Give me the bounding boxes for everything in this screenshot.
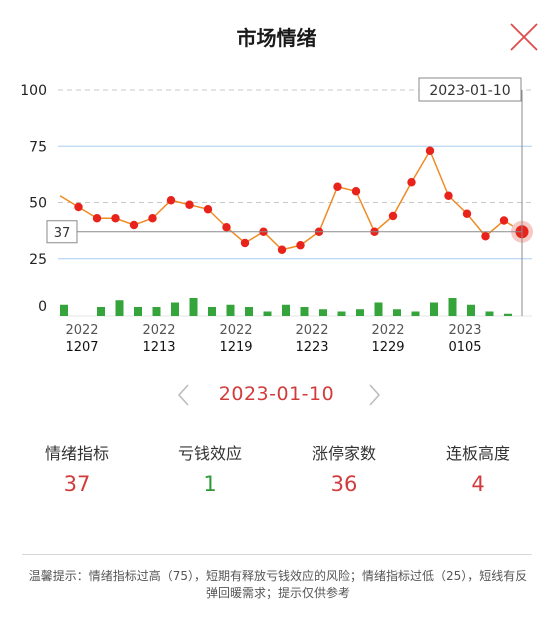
- data-point: [277, 245, 287, 254]
- stats-row: 情绪指标 37 亏钱效应 1 涨停家数 36 连板高度 4: [0, 440, 553, 500]
- volume-bar: [97, 307, 105, 316]
- volume-bar: [263, 311, 272, 316]
- stat-value: 1: [203, 472, 217, 496]
- chevron-right-icon: [369, 384, 381, 406]
- volume-bar: [226, 304, 235, 316]
- x-tick-date: 0105: [448, 340, 481, 355]
- prev-date-button[interactable]: [172, 382, 198, 408]
- tip-text: 温馨提示：情绪指标过高（75），短期有释放亏钱效应的风险；情绪指标过低（25），…: [28, 569, 528, 600]
- volume-bar: [411, 311, 420, 316]
- y-tick-label: 100: [20, 83, 47, 99]
- volume-bar: [245, 307, 253, 316]
- data-point: [499, 216, 509, 225]
- data-point: [148, 214, 157, 223]
- sentiment-line: [59, 149, 523, 251]
- y-tick-label: 75: [29, 139, 47, 155]
- stat-consecutive-height: 连板高度 4: [413, 440, 543, 496]
- x-tick-year: 2022: [65, 323, 98, 338]
- y-tick-label: 50: [29, 196, 47, 212]
- volume-bar: [430, 302, 438, 316]
- volume-bar: [115, 300, 124, 316]
- data-point: [462, 209, 472, 218]
- stat-sentiment-index: 情绪指标 37: [12, 440, 142, 496]
- volume-bar: [337, 311, 346, 316]
- x-tick-date: 1223: [295, 340, 328, 355]
- volume-bar: [60, 304, 68, 316]
- x-tick-year: 2022: [295, 323, 328, 338]
- x-tick-date: 1229: [371, 340, 404, 355]
- stat-value: 37: [63, 472, 91, 496]
- data-point: [444, 191, 453, 200]
- x-tick-date: 1219: [219, 340, 252, 355]
- stat-value: 4: [471, 472, 485, 496]
- stat-label: 情绪指标: [44, 444, 109, 463]
- x-tick-date: 1207: [65, 340, 98, 355]
- date-navigator: 2023-01-10: [0, 380, 553, 410]
- data-point: [333, 182, 342, 191]
- y-tick-label: 25: [29, 252, 47, 268]
- stat-label: 亏钱效应: [177, 444, 242, 463]
- volume-bar: [356, 309, 364, 316]
- data-point: [92, 214, 102, 223]
- close-icon: [510, 23, 538, 51]
- data-point: [74, 202, 83, 212]
- stat-loss-effect: 亏钱效应 1: [145, 440, 275, 496]
- volume-bar: [319, 309, 327, 316]
- data-point: [351, 187, 361, 196]
- data-point: [111, 214, 120, 223]
- stat-value: 36: [330, 472, 358, 496]
- current-date: 2023-01-10: [218, 383, 335, 405]
- data-point: [222, 223, 231, 232]
- volume-bar: [208, 307, 216, 316]
- data-point: [203, 205, 213, 214]
- x-tick-year: 2023: [448, 323, 481, 338]
- data-point: [407, 178, 416, 187]
- stat-label: 连板高度: [445, 444, 510, 463]
- data-point: [185, 200, 194, 209]
- data-point: [129, 220, 139, 230]
- data-point: [296, 241, 305, 250]
- volume-bar: [393, 309, 401, 316]
- chart-canvas[interactable]: 100 75 50 25 0 37 2023-01-10 2022 1207 2022 1213 20…: [0, 70, 553, 360]
- volume-bar: [448, 298, 457, 316]
- data-point: [425, 146, 435, 155]
- divider: [22, 554, 532, 555]
- volume-bar: [485, 311, 494, 316]
- y-tick-label: 0: [38, 299, 47, 315]
- page-title: 市场情绪: [236, 26, 317, 50]
- close-button[interactable]: [508, 21, 540, 53]
- data-point: [166, 196, 176, 205]
- stat-limit-up-count: 涨停家数 36: [279, 440, 409, 496]
- crosshair-value-box: [46, 220, 78, 244]
- stat-label: 涨停家数: [311, 444, 376, 463]
- volume-bar: [152, 307, 161, 316]
- x-tick-date: 1213: [142, 340, 175, 355]
- volume-bar: [171, 302, 179, 316]
- volume-bar: [282, 304, 290, 316]
- sentiment-chart[interactable]: 100 75 50 25 0 37 2023-01-10 2022 1207 2022 1213 20…: [0, 70, 553, 360]
- x-tick-year: 2022: [219, 323, 252, 338]
- data-point: [388, 211, 398, 221]
- chevron-left-icon: [177, 384, 189, 406]
- volume-bar: [467, 304, 475, 316]
- volume-bar: [504, 313, 512, 316]
- volume-bar: [189, 298, 198, 316]
- volume-bar: [374, 302, 383, 316]
- crosshair-date-label: 2023-01-10: [429, 83, 510, 99]
- volume-bar: [134, 307, 142, 316]
- x-tick-year: 2022: [371, 323, 404, 338]
- data-point: [240, 238, 250, 248]
- data-point: [481, 232, 490, 241]
- volume-bar: [300, 307, 309, 316]
- crosshair-date-box: [418, 77, 522, 102]
- x-tick-year: 2022: [142, 323, 175, 338]
- next-date-button[interactable]: [360, 382, 386, 408]
- crosshair-value-label: 37: [54, 226, 71, 241]
